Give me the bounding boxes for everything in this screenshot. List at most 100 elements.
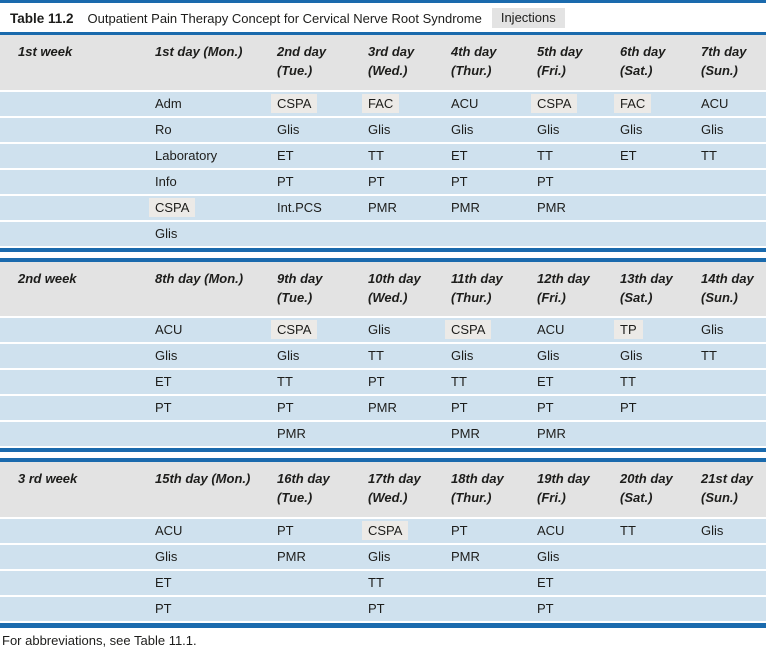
day-header: 15th day (Mon.) — [155, 471, 251, 487]
day-cell — [683, 196, 766, 220]
table-number: Table 11.2 — [10, 10, 74, 26]
day-cell: Adm — [155, 95, 182, 111]
day-header: 13th day (Sat.) — [620, 270, 673, 305]
day-cell: PT — [451, 523, 468, 539]
row-gap — [0, 621, 766, 624]
day-cell: CSPA — [433, 318, 519, 342]
day-cell — [602, 170, 683, 194]
row-gap — [0, 115, 766, 118]
day-cell: TT — [368, 348, 384, 364]
day-cell — [683, 571, 766, 595]
week-header-row: 2nd week 8th day (Mon.) 9th day (Tue.) 10th… — [0, 261, 766, 317]
day-header: 20th day (Sat.) — [620, 471, 673, 506]
empty-week-cell — [0, 597, 137, 621]
highlighted-cell-value: FAC — [614, 93, 652, 113]
day-cell: TT — [451, 374, 467, 390]
day-cell: CSPA — [137, 196, 259, 220]
day-header: 17th day (Wed.) — [368, 471, 421, 506]
empty-week-cell — [0, 318, 137, 342]
day-cell: Glis — [537, 549, 560, 565]
day-cell: Glis — [537, 348, 560, 364]
section-separator-rule — [0, 448, 766, 453]
day-header: 19th day (Fri.) — [537, 471, 590, 506]
week-label: 2nd week — [18, 270, 77, 286]
table-row: Adm CSPA FAC ACU CSPA FAC ACU — [0, 91, 766, 116]
table-title-tag: Injections — [491, 8, 565, 28]
empty-week-cell — [0, 545, 137, 569]
row-gap — [0, 245, 766, 248]
week-header-row: 3 rd week 15th day (Mon.) 16th day (Tue.) 1… — [0, 462, 766, 518]
day-header: 8th day (Mon.) — [155, 270, 244, 286]
week-header-row: 1st week 1st day (Mon.) 2nd day (Tue.) 3rd … — [0, 35, 766, 90]
empty-week-cell — [0, 222, 137, 246]
day-header: 7th day (Sun.) — [701, 44, 747, 78]
section-separator-gap — [0, 251, 766, 258]
day-cell — [433, 571, 519, 595]
day-cell — [433, 222, 519, 246]
day-cell: ET — [537, 575, 554, 591]
day-cell: CSPA — [519, 92, 602, 116]
day-cell: CSPA — [259, 318, 350, 342]
week-label: 3 rd week — [18, 471, 78, 487]
row-gap — [0, 394, 766, 397]
day-cell: PT — [277, 400, 294, 416]
empty-week-cell — [0, 170, 137, 194]
row-gap — [0, 420, 766, 423]
day-cell: Int.PCS — [277, 199, 322, 215]
table-row: Glis — [0, 221, 766, 246]
table-row: Info PT PT PT PT — [0, 169, 766, 194]
day-cell: PMR — [277, 426, 306, 442]
day-cell — [683, 396, 766, 420]
table-row: CSPA Int.PCS PMR PMR PMR — [0, 195, 766, 220]
row-gap — [0, 167, 766, 170]
day-cell: Glis — [537, 121, 560, 137]
footer-note: For abbreviations, see Table 11.1. — [2, 633, 197, 648]
day-cell — [259, 571, 350, 595]
day-cell: TT — [368, 575, 384, 591]
day-cell — [519, 222, 602, 246]
day-cell: PMR — [537, 426, 566, 442]
day-cell — [683, 545, 766, 569]
day-cell — [602, 422, 683, 446]
day-cell: PT — [368, 374, 385, 390]
day-cell: Glis — [701, 322, 724, 338]
day-header: 16th day (Tue.) — [277, 471, 330, 506]
day-cell — [683, 170, 766, 194]
day-header: 2nd day (Tue.) — [277, 44, 327, 78]
empty-week-cell — [0, 118, 137, 142]
day-cell: PT — [620, 400, 637, 416]
day-cell — [259, 222, 350, 246]
day-header: 12th day (Fri.) — [537, 270, 590, 305]
highlighted-cell-value: CSPA — [149, 197, 196, 217]
day-cell: FAC — [350, 92, 433, 116]
section-separator-rule — [0, 458, 766, 463]
day-cell: Ro — [155, 121, 172, 137]
day-cell — [602, 545, 683, 569]
day-cell: PT — [155, 601, 172, 617]
table-row: PT PT PMR PT PT PT — [0, 396, 766, 421]
empty-week-cell — [0, 196, 137, 220]
day-cell: Glis — [701, 121, 724, 137]
day-cell — [602, 196, 683, 220]
day-cell — [350, 222, 433, 246]
day-cell: Glis — [701, 523, 724, 539]
empty-week-cell — [0, 422, 137, 446]
row-gap — [0, 368, 766, 371]
section-separator-rule — [0, 257, 766, 262]
day-cell: PMR — [368, 400, 397, 416]
day-cell: TT — [620, 374, 636, 390]
day-header: 11th day (Thur.) — [451, 270, 503, 305]
day-header: 18th day (Thur.) — [451, 471, 504, 506]
day-cell — [683, 597, 766, 621]
day-header: 6th day (Sat.) — [620, 44, 666, 78]
day-cell: TT — [701, 348, 717, 364]
section-separator-gap — [0, 452, 766, 459]
section-separator-rule — [0, 247, 766, 252]
day-cell: TT — [537, 147, 553, 163]
table-row: Glis Glis TT Glis Glis Glis TT — [0, 344, 766, 369]
day-cell: Info — [155, 173, 177, 189]
table-row: ET TT PT TT ET TT — [0, 370, 766, 395]
empty-week-cell — [0, 370, 137, 394]
table-caption: Table 11.2 Outpatient Pain Therapy Conce… — [0, 3, 766, 32]
empty-week-cell — [0, 396, 137, 420]
